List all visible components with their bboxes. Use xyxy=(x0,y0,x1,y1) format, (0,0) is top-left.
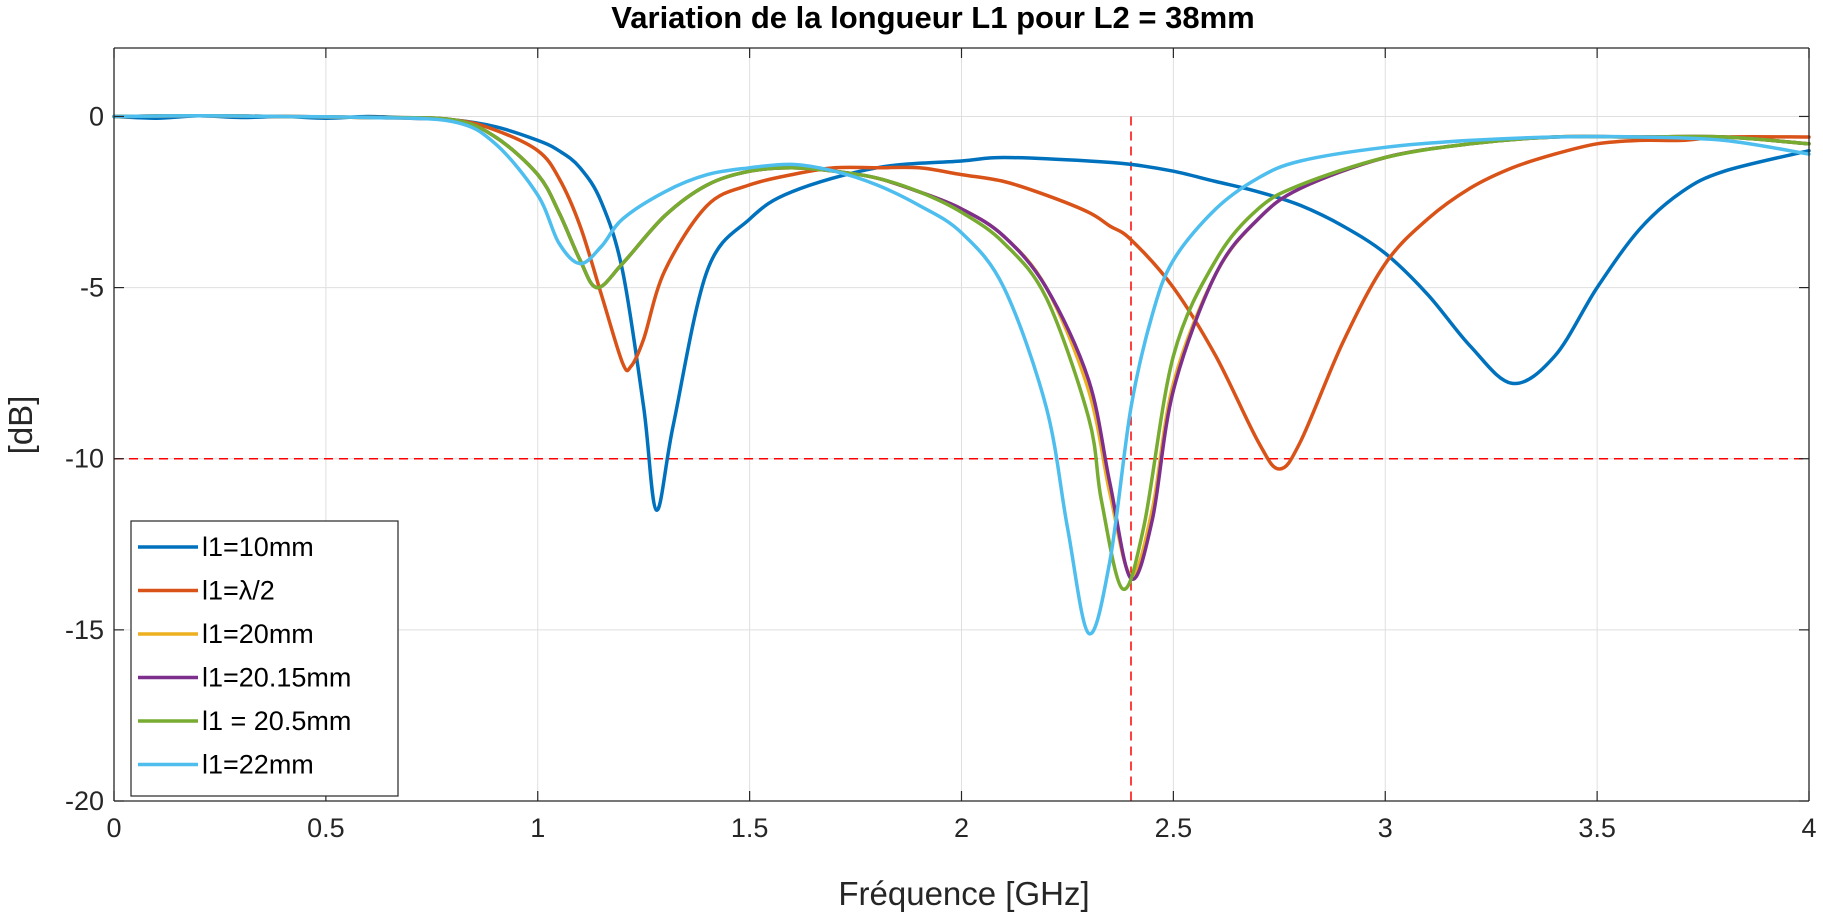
x-tick-label: 1 xyxy=(530,813,545,843)
x-axis-label: Fréquence [GHz] xyxy=(838,875,1089,912)
series-line-2 xyxy=(112,114,1811,471)
legend-label-4: l1=20.15mm xyxy=(202,663,351,693)
reference-lines xyxy=(114,116,1809,801)
legend-label-3: l1=20mm xyxy=(202,619,314,649)
y-tick-label: 0 xyxy=(89,101,104,131)
series-line-5 xyxy=(112,114,1811,591)
legend-label-1: l1=10mm xyxy=(202,532,314,562)
x-tick-label: 0.5 xyxy=(307,813,345,843)
y-tick-label: -15 xyxy=(65,615,104,645)
y-axis-label: [dB] xyxy=(2,396,39,455)
chart-title: Variation de la longueur L1 pour L2 = 38… xyxy=(611,0,1254,35)
x-tick-label: 4 xyxy=(1801,813,1816,843)
x-tick-label: 3.5 xyxy=(1578,813,1616,843)
legend-label-5: l1 = 20.5mm xyxy=(202,706,351,736)
series-line-6 xyxy=(112,114,1811,636)
legend-box xyxy=(130,520,399,797)
x-tick-label: 2.5 xyxy=(1155,813,1193,843)
legend-label-2: l1=λ/2 xyxy=(202,576,275,606)
ticks: 0 0.5 1 1.5 2 2.5 3 3.5 4 -20 -15 -10 -5 0 xyxy=(65,48,1817,843)
x-tick-label: 2 xyxy=(954,813,969,843)
legend-label-6: l1=22mm xyxy=(202,750,314,780)
legend: l1=10mm l1=λ/2 l1=20mm l1=20.15mm l1 = 20.5m… xyxy=(130,520,399,797)
x-tick-label: 1.5 xyxy=(731,813,769,843)
y-tick-label: -20 xyxy=(65,786,104,816)
y-tick-label: -5 xyxy=(80,273,104,303)
x-tick-label: 0 xyxy=(106,813,121,843)
y-tick-label: -10 xyxy=(65,444,104,474)
series-layer xyxy=(112,114,1811,636)
x-tick-label: 3 xyxy=(1378,813,1393,843)
